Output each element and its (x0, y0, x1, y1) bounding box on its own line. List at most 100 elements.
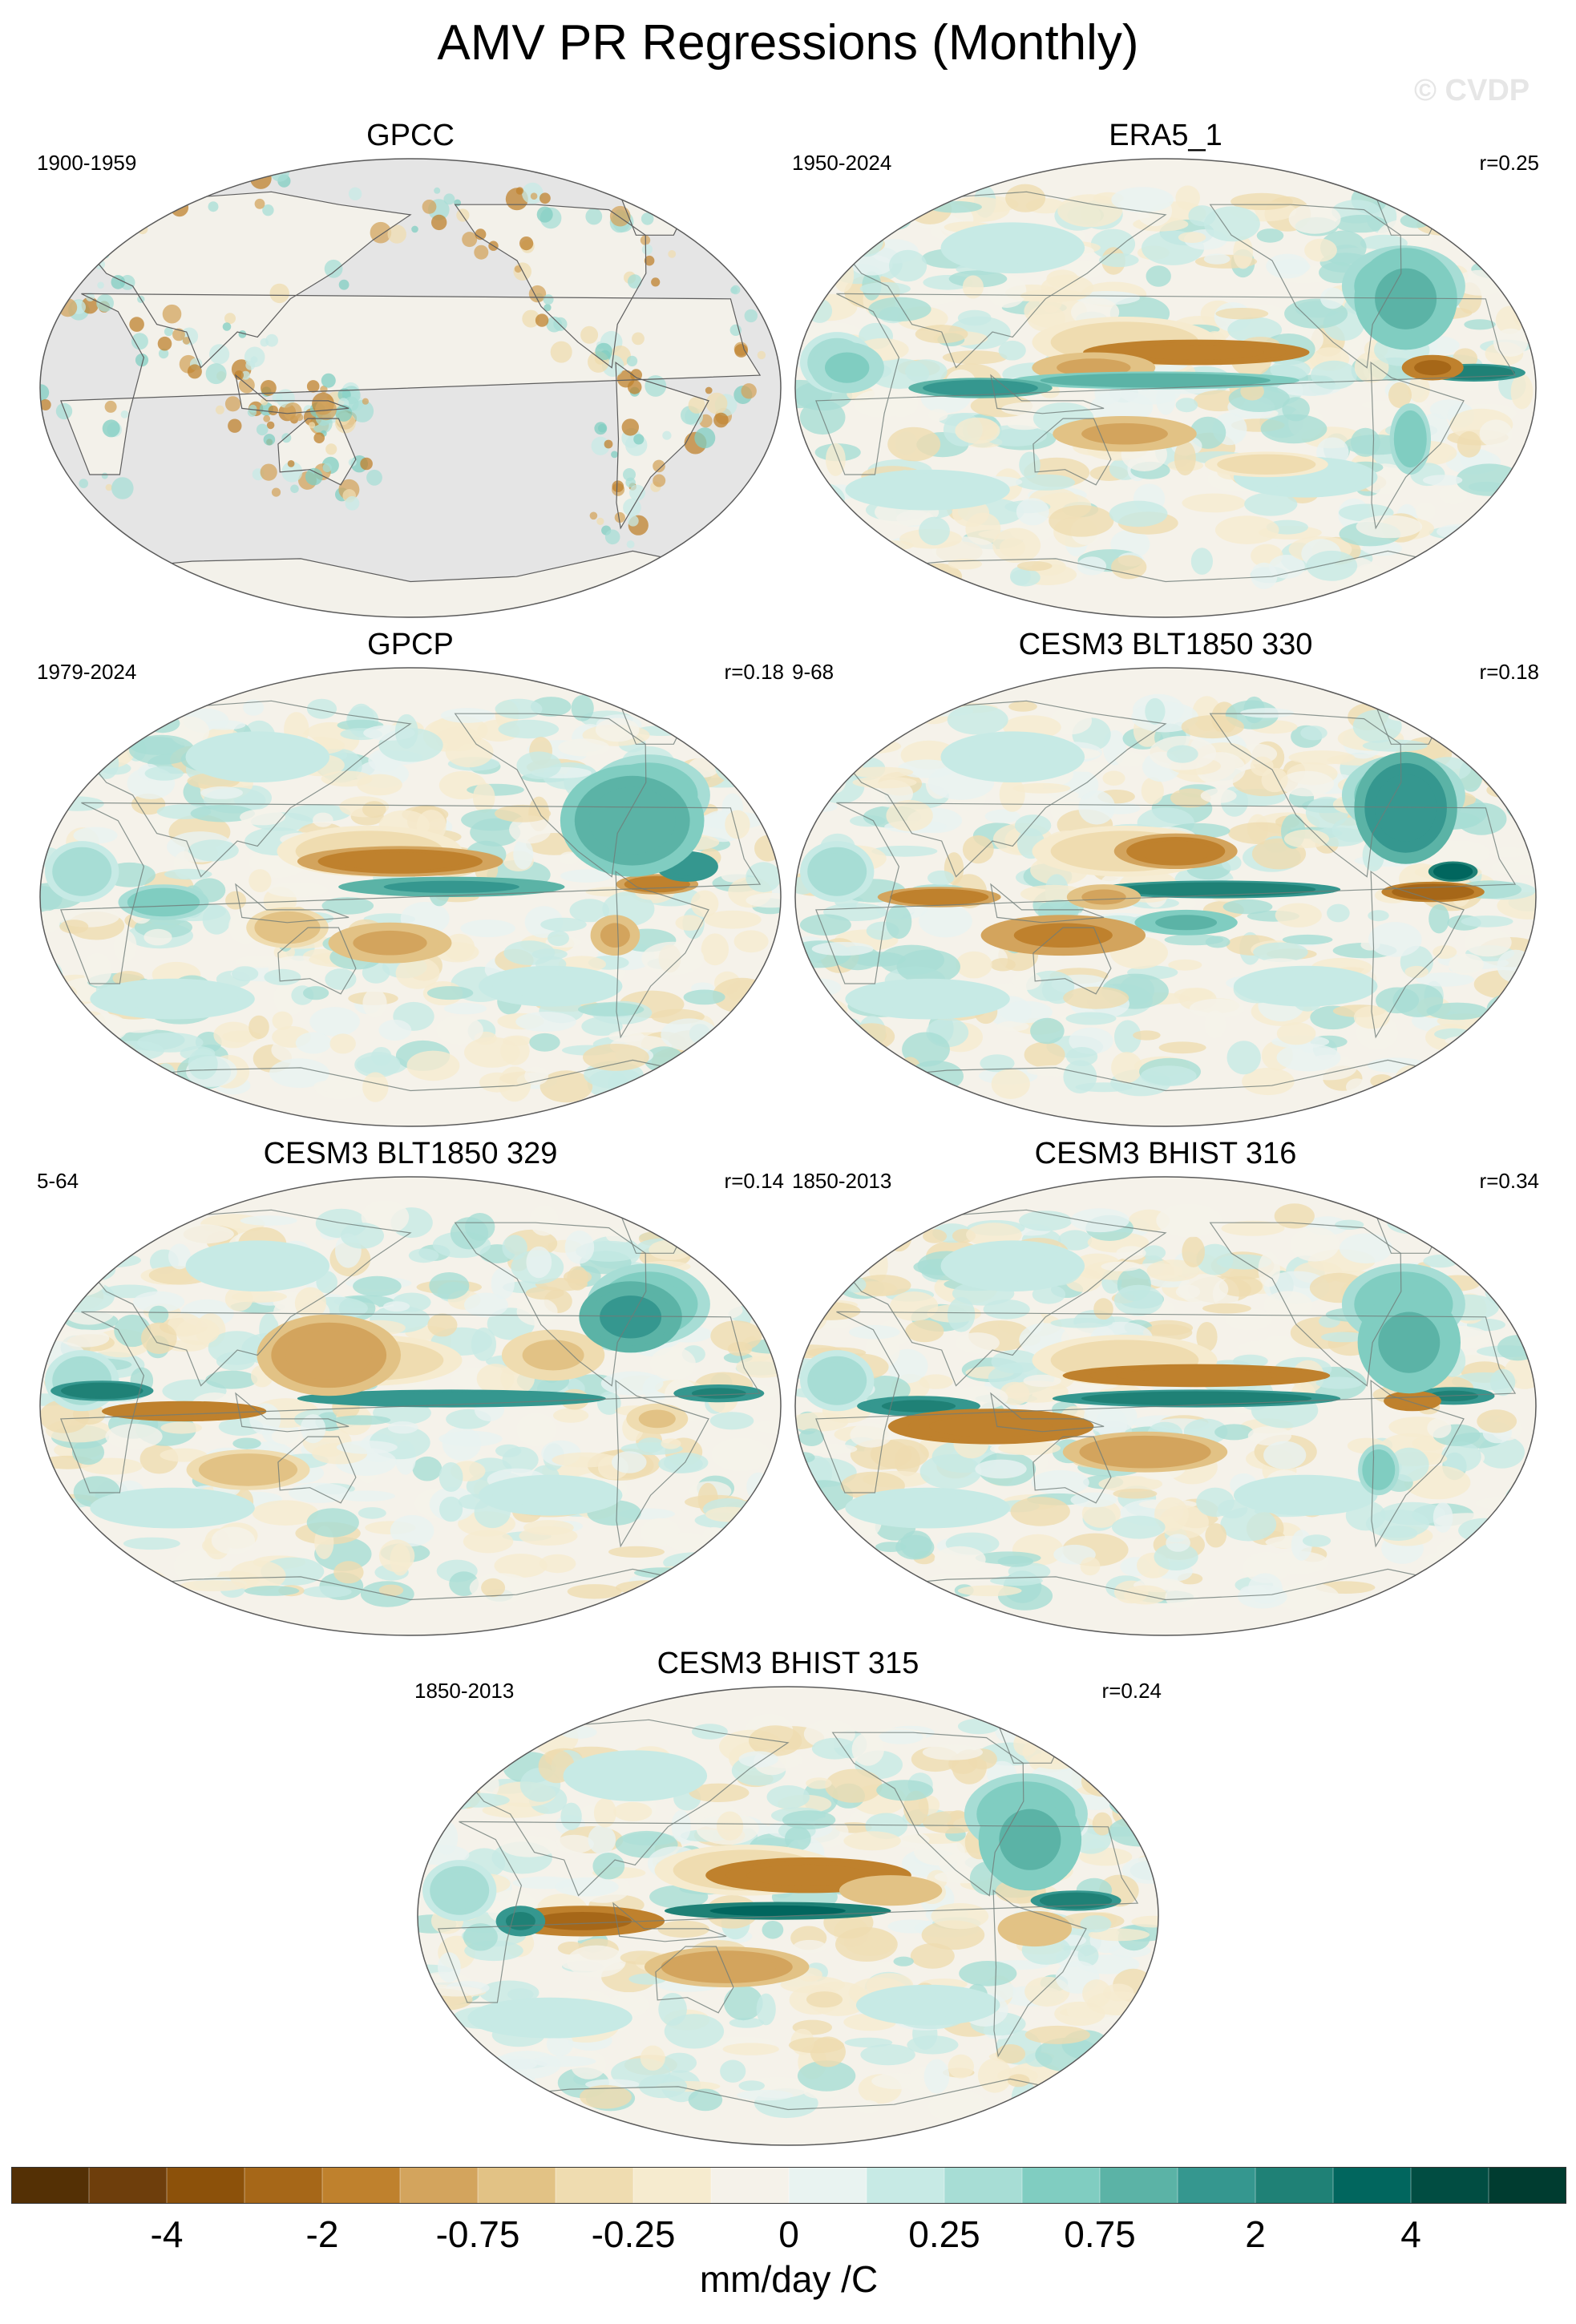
precip-blob (472, 782, 495, 813)
precip-blob (588, 1825, 616, 1854)
precip-blob (1449, 529, 1501, 540)
precip-blob (598, 423, 607, 433)
precip-blob (516, 1297, 558, 1326)
precip-blob (1088, 1928, 1150, 1942)
precip-blob (998, 340, 1026, 361)
precip-blob (693, 1214, 755, 1225)
precip-blob (49, 761, 80, 786)
precip-blob (83, 952, 112, 987)
colorbar-tick-label: -4 (151, 2213, 184, 2255)
precip-anomaly-band (71, 1384, 133, 1397)
precip-blob (613, 1801, 653, 1821)
panel-title: CESM3 BLT1850 330 (1018, 628, 1313, 661)
precip-blob (362, 801, 386, 818)
precip-blob (1196, 1243, 1234, 1275)
precip-blob (1465, 1568, 1504, 1582)
precip-blob (1486, 782, 1517, 798)
precip-blob (793, 1939, 826, 1954)
precip-blob (1243, 1551, 1291, 1583)
precip-blob (797, 997, 848, 1023)
precip-blob (158, 348, 169, 359)
precip-blob (683, 989, 725, 1005)
precip-blob (262, 204, 274, 216)
precip-anomaly-band (1142, 883, 1291, 895)
precip-blob (720, 2059, 746, 2083)
precip-blob (681, 701, 730, 713)
precip-blob (1166, 745, 1198, 763)
precip-blob (1093, 1298, 1113, 1320)
precip-blob (608, 1546, 665, 1558)
precip-blob (96, 294, 114, 312)
precip-blob (1115, 752, 1145, 767)
precip-blob (463, 1923, 498, 1951)
precip-anomaly-band (1262, 1482, 1349, 1508)
precip-blob (514, 265, 522, 273)
precip-blob (854, 1275, 911, 1296)
precip-blob (876, 1780, 934, 1801)
precip-blob (1189, 998, 1245, 1019)
precip-blob (1226, 1041, 1261, 1075)
precip-anomaly-band (1397, 417, 1423, 461)
precip-blob (1168, 959, 1202, 971)
precip-blob (306, 698, 337, 719)
precip-blob (345, 495, 360, 511)
precip-blob (1010, 566, 1031, 586)
precip-anomaly-band (588, 786, 676, 855)
precip-blob (296, 414, 304, 422)
precip-blob (188, 1048, 218, 1080)
precip-blob (1166, 1534, 1190, 1552)
precip-blob (205, 1370, 258, 1389)
precip-blob (662, 430, 672, 440)
precip-blob (634, 1567, 690, 1578)
precip-blob (919, 1374, 953, 1389)
precip-blob (418, 2043, 478, 2059)
colorbar-swatch (478, 2167, 556, 2204)
precip-blob (1493, 328, 1528, 357)
precip-blob (187, 364, 202, 379)
precip-blob (140, 1322, 177, 1354)
precip-blob (204, 720, 246, 730)
precip-blob (170, 198, 189, 217)
precip-blob (155, 1063, 176, 1088)
precip-blob (664, 2014, 725, 2049)
panel-years: 1979-2024 (37, 660, 137, 684)
precip-blob (1437, 523, 1489, 540)
precip-blob (164, 327, 173, 337)
precip-blob (1275, 903, 1322, 928)
precip-blob (627, 515, 639, 527)
precip-blob (271, 1428, 303, 1445)
precip-blob (300, 1414, 326, 1444)
map-panel-gpcc: GPCC 1900-1959 (37, 115, 784, 620)
precip-blob (1035, 2094, 1085, 2107)
precip-blob (851, 1732, 884, 1766)
precip-blob (1133, 1030, 1161, 1041)
precip-blob (495, 804, 552, 822)
precip-blob (1200, 788, 1237, 803)
precip-blob (486, 1732, 507, 1767)
precip-blob (295, 1032, 332, 1054)
precip-blob (962, 835, 994, 864)
precip-blob (567, 1266, 588, 1291)
precip-blob (665, 1532, 708, 1550)
precip-anomaly-band (1375, 774, 1437, 842)
precip-blob (309, 1007, 360, 1037)
precip-blob (1335, 1219, 1364, 1230)
precip-blob (443, 193, 455, 205)
precip-blob (632, 332, 645, 346)
precip-blob (799, 914, 851, 936)
precip-blob (225, 891, 247, 910)
precip-blob (105, 1424, 163, 1449)
precip-blob (1049, 505, 1114, 537)
precip-blob (1276, 1043, 1341, 1072)
precip-blob (750, 792, 772, 806)
precip-blob (48, 1279, 115, 1313)
precip-blob (102, 419, 120, 438)
precip-blob (1142, 1245, 1166, 1260)
precip-blob (977, 2058, 1012, 2093)
precip-blob (729, 2017, 765, 2028)
precip-blob (1404, 965, 1429, 978)
precip-blob (1057, 194, 1123, 228)
precip-blob (1082, 1727, 1118, 1740)
precip-blob (1263, 1441, 1307, 1469)
precip-blob (1178, 232, 1206, 243)
